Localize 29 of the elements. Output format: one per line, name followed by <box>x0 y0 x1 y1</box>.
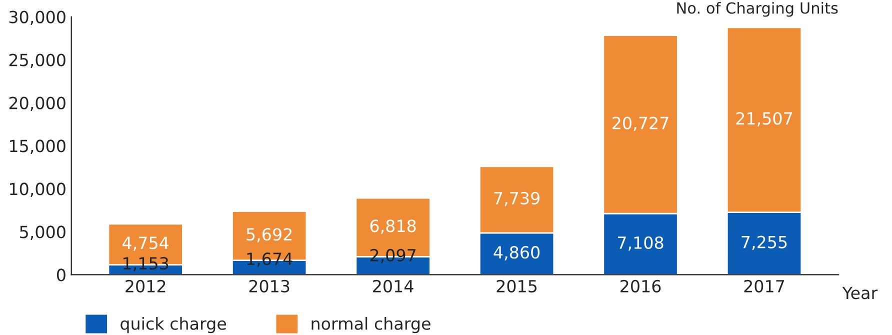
data-label: 7,255 <box>742 236 787 250</box>
y-tick-label: 10,000 <box>10 182 66 197</box>
legend-label: quick charge <box>120 317 226 334</box>
data-label: 1,674 <box>247 252 292 267</box>
data-label: 5,692 <box>246 228 292 242</box>
y-tick-label: 15,000 <box>10 140 66 154</box>
y-axis-title: No. of Charging Units <box>677 2 838 17</box>
data-label: 4,860 <box>494 246 540 260</box>
data-label: 2,097 <box>370 248 416 264</box>
data-label: 20,727 <box>612 116 668 132</box>
x-tick-label: 2017 <box>744 280 784 292</box>
y-tick-label: 25,000 <box>9 54 66 68</box>
data-label: 4,754 <box>122 236 169 251</box>
data-label: 7,739 <box>494 192 540 206</box>
y-tick-label: 20,000 <box>9 96 66 112</box>
legend-label: normal charge <box>312 317 430 334</box>
data-label: 7,108 <box>618 236 664 251</box>
data-label: 1,153 <box>124 257 168 272</box>
x-axis-title: Year <box>842 286 878 300</box>
y-tick-label: 30,000 <box>9 10 66 26</box>
x-tick-label: 2012 <box>126 280 166 292</box>
y-tick-label: 0 <box>56 268 66 282</box>
x-tick-label: 2014 <box>373 280 414 292</box>
x-tick-label: 2013 <box>249 280 290 292</box>
data-label: 6,818 <box>370 220 416 234</box>
y-tick-label: 5,000 <box>20 226 66 240</box>
data-label: 21,507 <box>736 112 792 126</box>
x-tick-label: 2015 <box>496 280 537 292</box>
x-tick-label: 2016 <box>620 280 661 292</box>
